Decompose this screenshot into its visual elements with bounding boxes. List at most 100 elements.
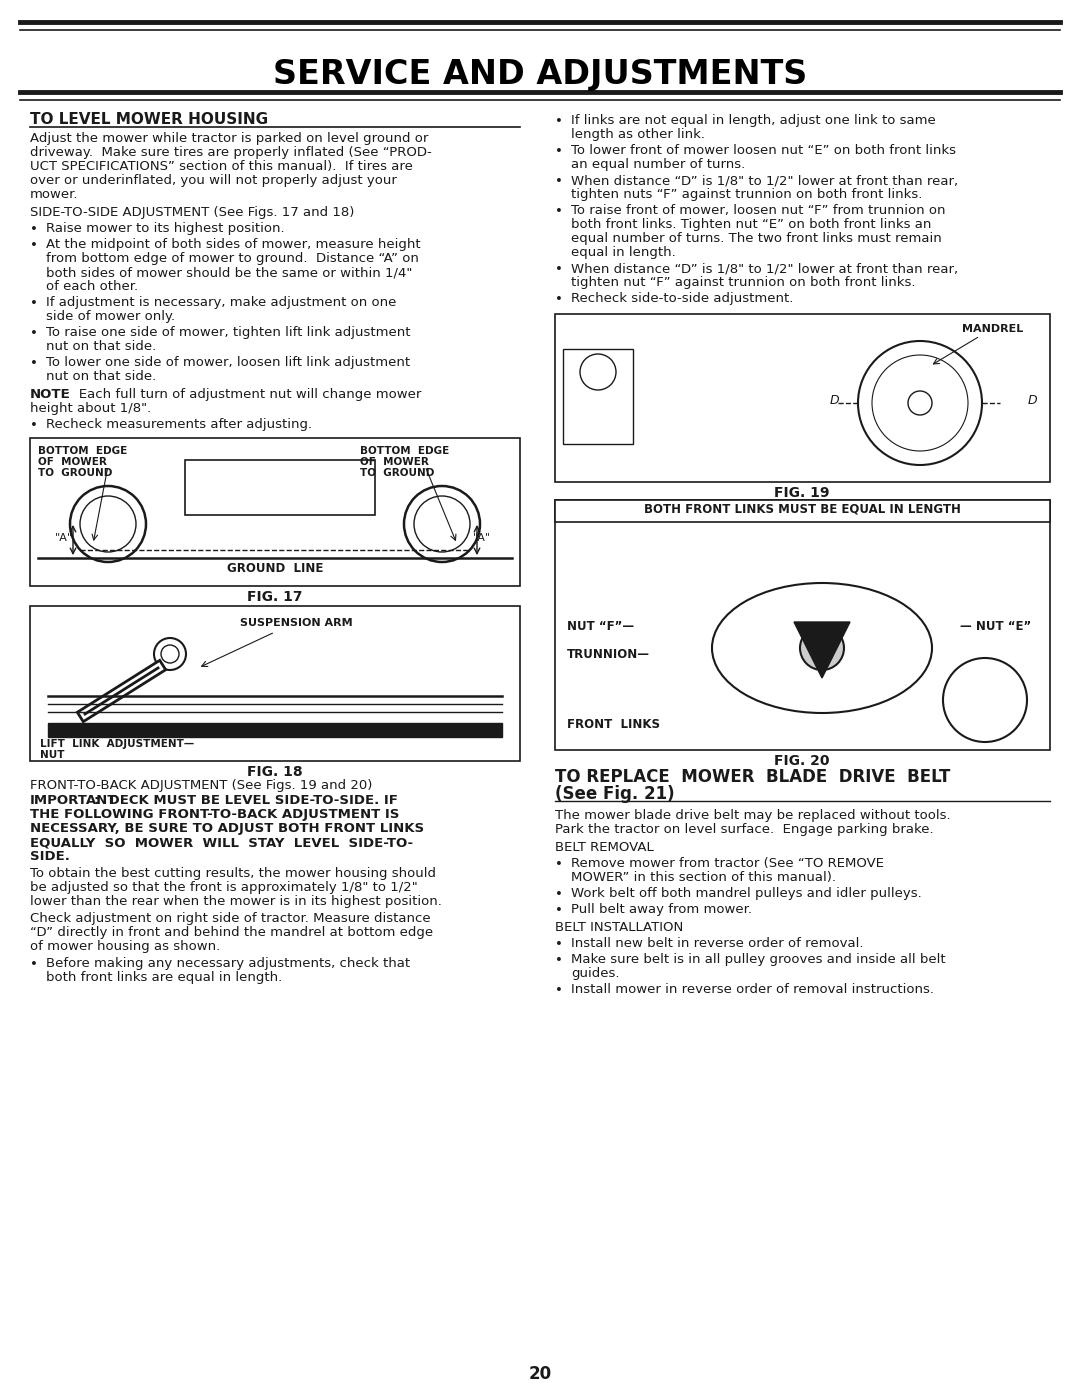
Text: To lower one side of mower, loosen lift link adjustment: To lower one side of mower, loosen lift … [46, 356, 410, 369]
Text: •: • [555, 293, 563, 306]
Text: •: • [555, 858, 563, 870]
Text: NUT “F”—: NUT “F”— [567, 620, 634, 633]
Text: •: • [30, 327, 38, 339]
Text: of mower housing as shown.: of mower housing as shown. [30, 940, 220, 953]
Text: mower.: mower. [30, 189, 79, 201]
Bar [555, 314, 1050, 482]
Text: When distance “D” is 1/8" to 1/2" lower at front than rear,: When distance “D” is 1/8" to 1/2" lower … [571, 263, 958, 275]
Text: equal in length.: equal in length. [571, 246, 676, 258]
Text: Before making any necessary adjustments, check that: Before making any necessary adjustments,… [46, 957, 410, 970]
Text: Pull belt away from mower.: Pull belt away from mower. [571, 902, 752, 916]
Text: length as other link.: length as other link. [571, 129, 705, 141]
Text: "A": "A" [473, 534, 491, 543]
Polygon shape [794, 622, 850, 678]
Text: MOWER” in this section of this manual).: MOWER” in this section of this manual). [571, 870, 836, 884]
Text: “D” directly in front and behind the mandrel at bottom edge: “D” directly in front and behind the man… [30, 926, 433, 939]
Text: If adjustment is necessary, make adjustment on one: If adjustment is necessary, make adjustm… [46, 296, 396, 309]
Text: •: • [30, 419, 38, 432]
Bar [48, 724, 502, 738]
Bar [185, 460, 375, 515]
Text: tighten nut “F” against trunnion on both front links.: tighten nut “F” against trunnion on both… [571, 277, 916, 289]
Text: OF  MOWER: OF MOWER [38, 457, 107, 467]
Text: Install mower in reverse order of removal instructions.: Install mower in reverse order of remova… [571, 983, 934, 996]
Text: SUSPENSION ARM: SUSPENSION ARM [240, 617, 353, 629]
Bar [563, 349, 633, 444]
Text: NUT: NUT [40, 750, 65, 760]
Text: Recheck measurements after adjusting.: Recheck measurements after adjusting. [46, 418, 312, 432]
Text: Recheck side-to-side adjustment.: Recheck side-to-side adjustment. [571, 292, 794, 305]
Text: Remove mower from tractor (See “TO REMOVE: Remove mower from tractor (See “TO REMOV… [571, 856, 885, 870]
Text: At the midpoint of both sides of mower, measure height: At the midpoint of both sides of mower, … [46, 237, 420, 251]
Text: FIG. 19: FIG. 19 [774, 486, 829, 500]
Text: BOTTOM  EDGE: BOTTOM EDGE [360, 446, 449, 455]
Bar [30, 439, 519, 585]
Text: FIG. 20: FIG. 20 [774, 754, 829, 768]
Text: •: • [555, 983, 563, 997]
Text: guides.: guides. [571, 967, 620, 981]
Text: equal number of turns. The two front links must remain: equal number of turns. The two front lin… [571, 232, 942, 244]
Text: :  Each full turn of adjustment nut will change mower: : Each full turn of adjustment nut will … [66, 388, 421, 401]
Text: height about 1/8".: height about 1/8". [30, 402, 151, 415]
Text: Raise mower to its highest position.: Raise mower to its highest position. [46, 222, 285, 235]
Text: •: • [30, 224, 38, 236]
Text: •: • [555, 904, 563, 916]
Bar [30, 606, 519, 761]
Text: •: • [555, 145, 563, 158]
Text: FRONT  LINKS: FRONT LINKS [567, 718, 660, 731]
Text: EQUALLY  SO  MOWER  WILL  STAY  LEVEL  SIDE-TO-: EQUALLY SO MOWER WILL STAY LEVEL SIDE-TO… [30, 835, 414, 849]
Text: •: • [30, 358, 38, 370]
Text: •: • [555, 937, 563, 951]
Text: TO  GROUND: TO GROUND [38, 468, 112, 478]
Text: •: • [30, 239, 38, 251]
Text: Make sure belt is in all pulley grooves and inside all belt: Make sure belt is in all pulley grooves … [571, 953, 946, 965]
Text: nut on that side.: nut on that side. [46, 370, 157, 383]
Text: FIG. 18: FIG. 18 [247, 766, 302, 780]
Text: from bottom edge of mower to ground.  Distance “A” on: from bottom edge of mower to ground. Dis… [46, 251, 419, 265]
Text: (See Fig. 21): (See Fig. 21) [555, 785, 675, 803]
Text: be adjusted so that the front is approximately 1/8" to 1/2": be adjusted so that the front is approxi… [30, 882, 418, 894]
Text: of each other.: of each other. [46, 279, 138, 293]
Text: TO  GROUND: TO GROUND [360, 468, 434, 478]
Text: Park the tractor on level surface.  Engage parking brake.: Park the tractor on level surface. Engag… [555, 823, 933, 835]
Text: 20: 20 [528, 1365, 552, 1383]
Text: When distance “D” is 1/8" to 1/2" lower at front than rear,: When distance “D” is 1/8" to 1/2" lower … [571, 175, 958, 187]
Text: tighten nuts “F” against trunnion on both front links.: tighten nuts “F” against trunnion on bot… [571, 189, 922, 201]
Text: •: • [555, 954, 563, 967]
Text: MANDREL: MANDREL [962, 324, 1023, 334]
Text: both front links are equal in length.: both front links are equal in length. [46, 971, 282, 983]
Text: SIDE-TO-SIDE ADJUSTMENT (See Figs. 17 and 18): SIDE-TO-SIDE ADJUSTMENT (See Figs. 17 an… [30, 205, 354, 219]
Text: •: • [555, 888, 563, 901]
Text: driveway.  Make sure tires are properly inflated (See “PROD-: driveway. Make sure tires are properly i… [30, 147, 432, 159]
Text: D: D [1028, 394, 1038, 407]
Text: BOTH FRONT LINKS MUST BE EQUAL IN LENGTH: BOTH FRONT LINKS MUST BE EQUAL IN LENGTH [644, 503, 960, 515]
Text: BELT REMOVAL: BELT REMOVAL [555, 841, 653, 854]
Text: GROUND  LINE: GROUND LINE [227, 562, 323, 576]
Text: Install new belt in reverse order of removal.: Install new belt in reverse order of rem… [571, 937, 864, 950]
Text: BELT INSTALLATION: BELT INSTALLATION [555, 921, 684, 935]
Text: •: • [555, 175, 563, 189]
Text: side of mower only.: side of mower only. [46, 310, 175, 323]
Text: "A": "A" [55, 534, 73, 543]
Text: FIG. 17: FIG. 17 [247, 590, 302, 604]
Text: •: • [555, 205, 563, 218]
Text: The mower blade drive belt may be replaced without tools.: The mower blade drive belt may be replac… [555, 809, 950, 821]
Text: Adjust the mower while tractor is parked on level ground or: Adjust the mower while tractor is parked… [30, 131, 429, 145]
Text: OF  MOWER: OF MOWER [360, 457, 429, 467]
Text: TO LEVEL MOWER HOUSING: TO LEVEL MOWER HOUSING [30, 112, 268, 127]
Text: over or underinflated, you will not properly adjust your: over or underinflated, you will not prop… [30, 175, 396, 187]
Text: both front links. Tighten nut “E” on both front links an: both front links. Tighten nut “E” on bot… [571, 218, 931, 231]
Bar [555, 500, 1050, 750]
Circle shape [800, 626, 843, 671]
Text: BOTTOM  EDGE: BOTTOM EDGE [38, 446, 127, 455]
Text: an equal number of turns.: an equal number of turns. [571, 158, 745, 170]
Text: UCT SPECIFICATIONS” section of this manual).  If tires are: UCT SPECIFICATIONS” section of this manu… [30, 161, 413, 173]
Text: •: • [30, 298, 38, 310]
Text: nut on that side.: nut on that side. [46, 339, 157, 353]
Text: lower than the rear when the mower is in its highest position.: lower than the rear when the mower is in… [30, 895, 442, 908]
Text: IMPORTANT: IMPORTANT [30, 793, 118, 807]
Text: TRUNNION—: TRUNNION— [567, 648, 650, 661]
Text: To obtain the best cutting results, the mower housing should: To obtain the best cutting results, the … [30, 868, 436, 880]
Text: If links are not equal in length, adjust one link to same: If links are not equal in length, adjust… [571, 115, 935, 127]
Text: Check adjustment on right side of tractor. Measure distance: Check adjustment on right side of tracto… [30, 912, 431, 925]
Text: THE FOLLOWING FRONT-TO-BACK ADJUSTMENT IS: THE FOLLOWING FRONT-TO-BACK ADJUSTMENT I… [30, 807, 400, 821]
